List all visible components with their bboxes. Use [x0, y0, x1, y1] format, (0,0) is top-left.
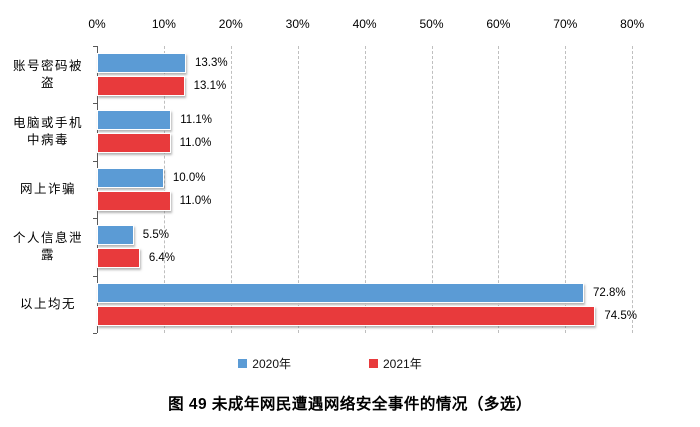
y-axis-tick	[92, 46, 97, 47]
value-label: 72.8%	[593, 286, 626, 299]
value-label: 5.5%	[142, 229, 169, 242]
legend-swatch-2020-icon	[238, 359, 248, 368]
x-axis-tick-label: 40%	[352, 17, 377, 31]
y-axis-tick	[92, 160, 97, 162]
legend-item-2020: 2020年	[238, 355, 291, 372]
bar-2020年-以上均无	[97, 282, 585, 303]
x-axis-tick-label: 70%	[553, 17, 578, 31]
category-label: 网上诈骗	[19, 181, 76, 196]
gridline	[498, 46, 500, 333]
gridline	[163, 46, 165, 333]
chart-caption: 图 49 未成年网民遭遇网络安全事件的情况（多选）	[168, 396, 532, 413]
bar-2020年-账号密码被盗	[97, 53, 186, 73]
value-label: 74.5%	[604, 309, 637, 322]
legend: 2020年 2021年	[0, 355, 660, 372]
x-axis-tick-label: 50%	[419, 17, 444, 31]
value-label: 11.1%	[180, 114, 213, 127]
gridline	[565, 46, 567, 333]
category-label: 电脑或手机 中病毒	[12, 116, 83, 148]
gridline	[632, 46, 634, 333]
bar-2021年-个人信息泄露	[97, 248, 140, 269]
value-label: 11.0%	[179, 137, 212, 150]
y-axis-tick	[92, 275, 97, 277]
category-label: 账号密码被 盗	[12, 58, 83, 90]
category-label: 以上均无	[19, 296, 76, 311]
value-label: 13.1%	[193, 80, 227, 92]
x-axis-tick-label: 0%	[88, 17, 106, 31]
gridline	[230, 46, 232, 333]
bar-2020年-电脑或手机中病毒	[97, 110, 172, 131]
y-axis-line	[97, 46, 98, 333]
bar-2021年-账号密码被盗	[97, 76, 185, 96]
bar-2020年-网上诈骗	[97, 167, 164, 188]
legend-label-2020: 2020年	[252, 357, 291, 371]
bar-2021年-网上诈骗	[97, 190, 171, 211]
x-axis-tick-label: 30%	[285, 17, 310, 31]
value-label: 6.4%	[148, 252, 176, 265]
legend-item-2021: 2021年	[369, 355, 422, 372]
x-axis-tick-label: 60%	[486, 17, 511, 31]
legend-label-2021: 2021年	[383, 357, 422, 371]
gridline	[431, 46, 433, 333]
value-label: 13.3%	[194, 57, 228, 69]
bar-2021年-电脑或手机中病毒	[97, 133, 171, 154]
legend-swatch-2021-icon	[369, 359, 378, 368]
category-label: 个人信息泄 露	[12, 230, 83, 262]
x-axis-tick-label: 20%	[218, 17, 243, 31]
y-axis-tick	[92, 333, 97, 334]
value-label: 11.0%	[179, 194, 212, 207]
value-label: 10.0%	[172, 171, 206, 184]
bar-2020年-个人信息泄露	[97, 225, 134, 246]
gridline	[364, 46, 366, 333]
bar-2021年-以上均无	[97, 305, 596, 326]
x-axis-tick-label: 10%	[151, 17, 176, 31]
y-axis-tick	[92, 103, 97, 105]
x-axis-tick-label: 80%	[620, 17, 645, 31]
gridline	[297, 46, 299, 333]
y-axis-tick	[92, 218, 97, 220]
